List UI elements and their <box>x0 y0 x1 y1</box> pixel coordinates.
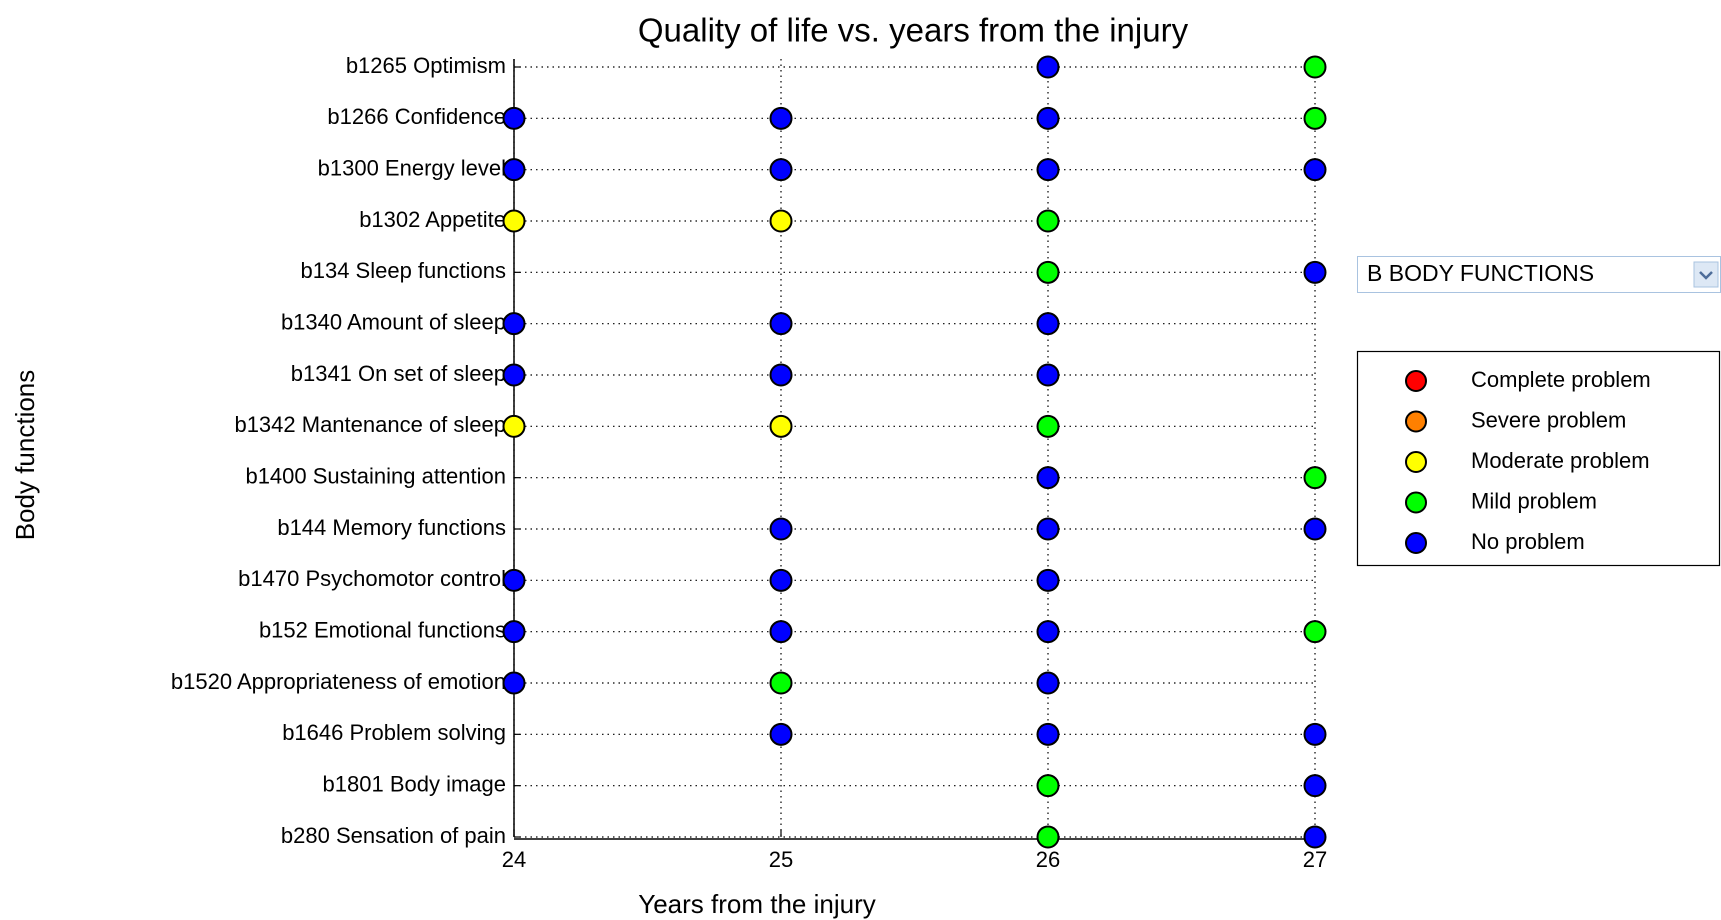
point <box>502 414 526 438</box>
point <box>1303 517 1327 541</box>
point <box>502 158 526 182</box>
x-tick-label: 25 <box>769 847 793 872</box>
point <box>502 568 526 592</box>
point <box>1303 55 1327 79</box>
point <box>1303 774 1327 798</box>
point <box>1036 106 1060 130</box>
point <box>1036 414 1060 438</box>
dropdown-label[interactable]: B BODY FUNCTIONS <box>1367 260 1594 286</box>
point <box>769 722 793 746</box>
y-tick-label: b1266 Confidence <box>327 104 506 129</box>
point <box>1303 158 1327 182</box>
dropdown[interactable]: B BODY FUNCTIONS <box>1357 256 1721 293</box>
point <box>769 620 793 644</box>
point <box>1036 568 1060 592</box>
point <box>1036 312 1060 336</box>
dropdown-button[interactable] <box>1693 261 1719 288</box>
y-tick-label: b1470 Psychomotor control <box>238 566 506 591</box>
y-tick-label: b1265 Optimism <box>346 53 506 78</box>
legend-marker <box>1405 532 1427 554</box>
legend-marker <box>1405 491 1427 514</box>
point <box>1303 620 1327 644</box>
y-tick-label: b280 Sensation of pain <box>281 823 506 848</box>
x-tick-label: 26 <box>1036 847 1060 872</box>
point <box>502 620 526 644</box>
x-tick-label: 27 <box>1303 847 1327 872</box>
dropdown-box[interactable] <box>1357 256 1721 293</box>
point <box>1036 774 1060 798</box>
legend-label: Mild problem <box>1471 488 1597 513</box>
y-tick-label: b1300 Energy level <box>318 155 506 180</box>
point <box>769 568 793 592</box>
point <box>1303 106 1327 130</box>
x-axis-label: Years from the injury <box>638 889 875 919</box>
legend-label: Complete problem <box>1471 367 1651 392</box>
point <box>1036 620 1060 644</box>
point <box>1036 55 1060 79</box>
point <box>1036 363 1060 387</box>
y-tick-label: b1801 Body image <box>323 771 506 796</box>
point <box>1303 722 1327 746</box>
y-tick-label: b1400 Sustaining attention <box>245 463 506 488</box>
point <box>769 106 793 130</box>
point <box>769 158 793 182</box>
legend-label: Severe problem <box>1471 407 1626 432</box>
x-tick-label: 24 <box>502 847 526 872</box>
legend-marker <box>1405 410 1427 433</box>
point <box>502 209 526 233</box>
point <box>769 312 793 336</box>
point <box>769 209 793 233</box>
point <box>1036 517 1060 541</box>
point <box>1303 466 1327 490</box>
point <box>1036 722 1060 746</box>
y-tick-label: b1340 Amount of sleep <box>281 309 506 334</box>
y-tick-label: b134 Sleep functions <box>301 258 507 283</box>
point <box>502 671 526 695</box>
point <box>1303 260 1327 284</box>
point <box>502 312 526 336</box>
point <box>1303 825 1327 849</box>
legend-marker <box>1405 370 1427 392</box>
legend-label: No problem <box>1471 529 1585 554</box>
y-tick-label: b1302 Appetite <box>359 207 506 232</box>
point <box>1036 209 1060 233</box>
point <box>769 414 793 438</box>
chart-title: Quality of life vs. years from the injur… <box>638 12 1189 49</box>
y-axis-label: Body functions <box>10 370 40 541</box>
point <box>502 363 526 387</box>
y-tick-label: b1342 Mantenance of sleep <box>234 412 506 437</box>
point <box>769 363 793 387</box>
y-tick-label: b144 Memory functions <box>277 515 506 540</box>
point <box>769 671 793 695</box>
legend-label: Moderate problem <box>1471 448 1650 473</box>
y-tick-label: b1341 On set of sleep <box>291 361 506 386</box>
point <box>502 106 526 130</box>
y-tick-label: b1646 Problem solving <box>282 720 506 745</box>
y-tick-label: b152 Emotional functions <box>259 617 506 642</box>
point <box>1036 260 1060 284</box>
point <box>1036 671 1060 695</box>
point <box>1036 466 1060 490</box>
point <box>769 517 793 541</box>
y-tick-label: b1520 Appropriateness of emotion <box>171 669 506 694</box>
legend-marker <box>1405 451 1427 473</box>
point <box>1036 825 1060 849</box>
dropdown-arrow[interactable] <box>1699 271 1713 280</box>
point <box>1036 158 1060 182</box>
